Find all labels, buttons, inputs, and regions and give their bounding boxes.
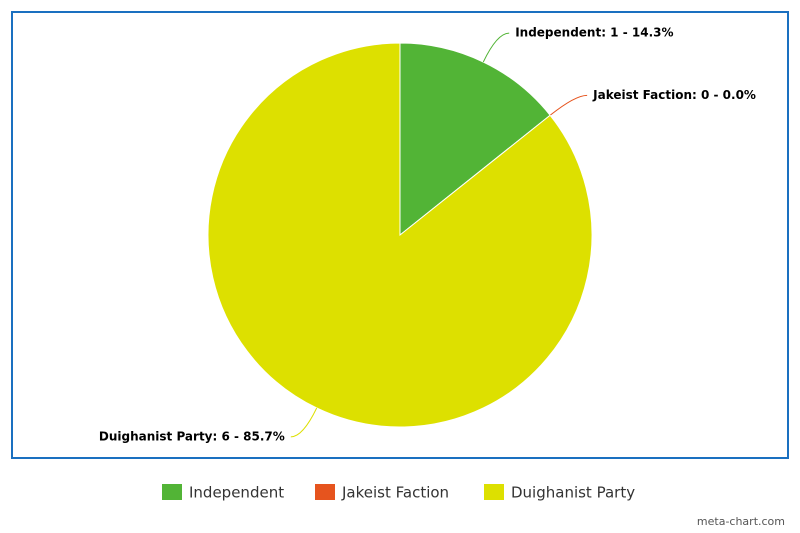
legend-swatch: [315, 484, 335, 500]
data-label: Jakeist Faction: 0 - 0.0%: [592, 88, 756, 102]
legend-label: Duighanist Party: [511, 484, 635, 502]
legend-swatch: [162, 484, 182, 500]
legend-label: Jakeist Faction: [341, 484, 449, 502]
label-connector: [290, 407, 318, 438]
label-connector: [549, 94, 588, 116]
pie-slice: [399, 42, 551, 237]
legend-swatch: [484, 484, 504, 500]
credit: meta-chart.com: [697, 515, 785, 528]
legend-label: Independent: [189, 484, 284, 502]
pie-slice: [207, 42, 593, 428]
label-connector: [482, 32, 510, 63]
data-label: Duighanist Party: 6 - 85.7%: [99, 429, 285, 443]
data-label: Independent: 1 - 14.3%: [515, 26, 673, 40]
